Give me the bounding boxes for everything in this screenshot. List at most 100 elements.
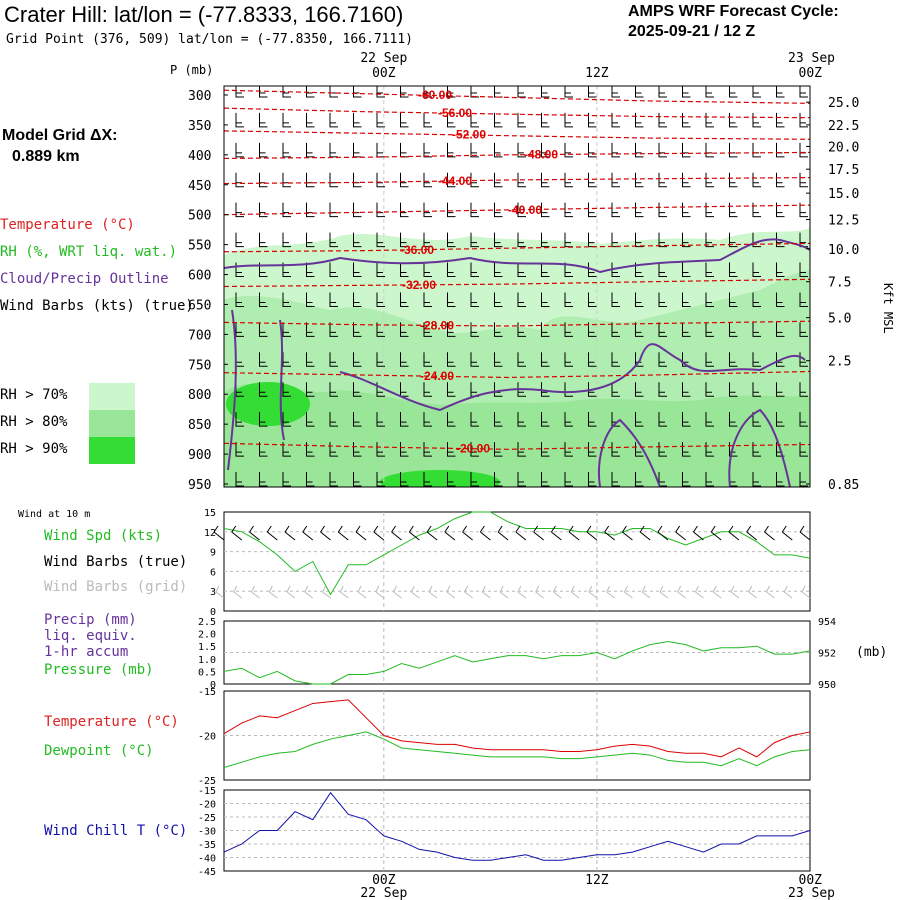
temp-contour-line (224, 278, 810, 288)
wind-barb (306, 142, 315, 158)
wind-barb (611, 292, 620, 307)
wind-barb (235, 232, 244, 248)
wind-barb (705, 232, 714, 248)
wind-barb (588, 142, 597, 158)
wind-barb (611, 172, 620, 188)
wind-barb (541, 86, 550, 98)
wind-barb (568, 525, 580, 541)
wind-barb (423, 352, 432, 367)
wind-barb (776, 322, 785, 337)
wind-barb (499, 585, 509, 599)
wind-barb (658, 86, 667, 98)
wind-barb (752, 292, 761, 307)
wind-barb (447, 112, 456, 128)
wind-barb (400, 142, 409, 158)
wind-barb (705, 472, 714, 487)
wind-barb (729, 172, 738, 188)
wind-barb (658, 352, 667, 367)
wind-barb (329, 382, 338, 397)
wind-barb (748, 585, 758, 599)
wind-barb (517, 352, 526, 367)
wind-barb (799, 262, 808, 278)
wind-10m-title: Wind at 10 m (18, 509, 91, 520)
wind-barb (376, 412, 385, 427)
legend-rh80-swatch (89, 410, 135, 437)
wind-barb (588, 352, 597, 367)
wind-barb (329, 322, 338, 337)
wind-barb (426, 525, 438, 541)
wind-barb (658, 112, 667, 128)
wind-barb (799, 382, 808, 397)
wind-barb (682, 232, 691, 248)
wind-barb (658, 232, 667, 248)
wind-barb (705, 142, 714, 158)
wind-barb (728, 525, 740, 541)
wind-barb (353, 412, 362, 427)
wind-barb (447, 262, 456, 278)
wind-barb (494, 112, 503, 128)
cloud-outline-low (598, 408, 791, 487)
wind-barb (376, 86, 385, 98)
wind-barb (306, 292, 315, 307)
wind-barb (286, 585, 296, 599)
height-tick-label: 20.0 (828, 140, 859, 155)
wind-panel-frame (223, 511, 811, 612)
wind-barb (400, 232, 409, 248)
wind-barb (635, 382, 644, 397)
wind-barb (752, 262, 761, 278)
wind-barb (447, 292, 456, 307)
wind-chill-tick-label: -35 (198, 840, 216, 851)
wind-barb (400, 472, 409, 487)
wind-barb (611, 202, 620, 218)
wind-barb (259, 262, 268, 278)
wind-barb (799, 172, 808, 188)
wind-barb (391, 525, 402, 541)
temp-contour-label: -36.00 (400, 243, 434, 257)
temp-contour-line (224, 176, 810, 185)
wind-barb (470, 86, 479, 98)
wind-barb (564, 172, 573, 188)
wind-barb (606, 585, 615, 599)
wind-barb (306, 172, 315, 188)
top-time-label: 12Z (585, 66, 609, 81)
legend-temperature: Temperature (°C) (0, 217, 135, 233)
temp-contour-line (224, 151, 810, 160)
wind-barb (588, 172, 597, 188)
pressure-tick-label: 450 (188, 179, 211, 194)
wind-barb (517, 472, 526, 487)
wind-barb (494, 292, 503, 307)
wind-barb (373, 525, 385, 541)
wind-barb (376, 382, 385, 397)
wind-barb (588, 292, 597, 307)
wind-tick-label: 12 (204, 528, 216, 539)
wind-barb (541, 322, 550, 337)
wind-barb (235, 322, 244, 337)
wind-barb (611, 112, 620, 128)
wind-barb (729, 202, 738, 218)
precip-tick-label: 2.5 (198, 617, 216, 628)
wind-barb (705, 382, 714, 397)
wind-barb (400, 322, 409, 337)
pressure-tick-label: 900 (188, 448, 211, 463)
wind-barb (353, 172, 362, 188)
wind-barb (658, 262, 667, 278)
wind-barb (541, 172, 550, 188)
wind-barb (400, 86, 409, 98)
wind-barb (329, 202, 338, 218)
top-time-label: 00Z (799, 66, 823, 81)
wind-barb (641, 585, 651, 599)
wind-barb (494, 442, 503, 457)
wind-barb (517, 322, 526, 337)
wind-barb (282, 262, 291, 278)
wind-barb (729, 412, 738, 427)
wind-barb (259, 412, 268, 427)
temp-contour-label: -28.00 (420, 318, 454, 332)
model-grid-value: 0.889 km (12, 148, 80, 165)
wind-barb (752, 202, 761, 218)
wind-barb (494, 202, 503, 218)
sfc-wind-barbs-grid (215, 585, 811, 599)
wind-barb (705, 292, 714, 307)
wind-chill-line (223, 791, 811, 861)
legend-wind-barbs: Wind Barbs (kts) (true) (0, 298, 194, 314)
wind-barb (658, 172, 667, 188)
